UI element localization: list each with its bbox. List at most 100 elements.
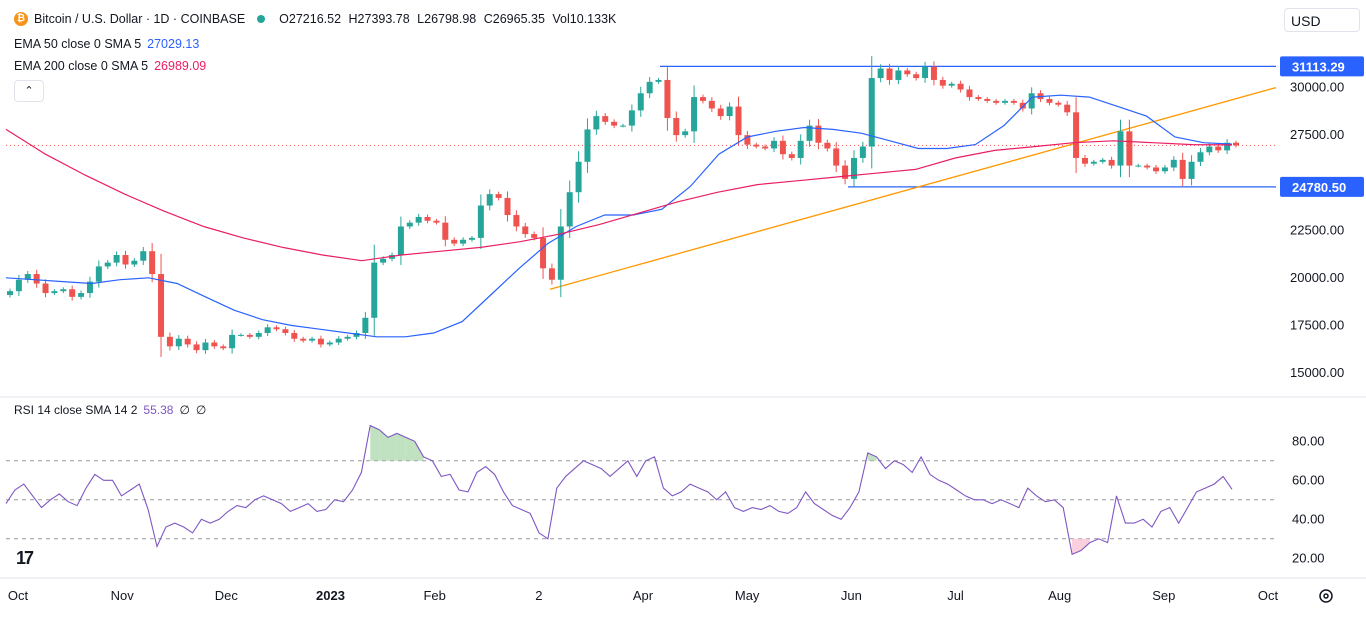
candle-body — [273, 327, 280, 330]
candle-body — [300, 338, 307, 341]
gear-icon[interactable] — [1316, 586, 1336, 606]
candle-body — [282, 329, 289, 334]
candle-body — [397, 226, 404, 256]
candle-body — [1206, 146, 1213, 153]
ema50-label: EMA 50 close 0 SMA 5 — [14, 37, 142, 51]
candle-body — [895, 70, 902, 80]
candle-body — [513, 215, 520, 227]
collapse-legend-button[interactable]: ⌃ — [14, 80, 44, 102]
open-value: O27216.52 — [279, 12, 342, 26]
candle-body — [362, 317, 369, 334]
rsi-legend[interactable]: RSI 14 close SMA 14 2 55.38 ∅ ∅ — [14, 403, 206, 417]
ema50-value: 27029.13 — [147, 37, 200, 51]
candle-body — [166, 336, 173, 347]
candle-body — [1170, 159, 1177, 168]
candle-body — [24, 274, 31, 280]
candle-body — [779, 140, 786, 155]
price-pane[interactable] — [5, 56, 1277, 358]
price-tick-label: 30000.00 — [1290, 80, 1344, 95]
price-tick-label: 22500.00 — [1290, 222, 1344, 237]
candle-body — [699, 97, 706, 101]
candle-body — [744, 135, 751, 145]
candle-body — [229, 334, 236, 349]
candle — [762, 144, 769, 151]
time-axis-label: Apr — [633, 588, 654, 603]
candle — [264, 324, 271, 337]
candle-body — [335, 338, 342, 343]
candle — [291, 329, 298, 342]
candle-body — [442, 222, 449, 240]
candle-body — [291, 333, 298, 339]
candle-body — [939, 79, 946, 86]
candle — [886, 63, 893, 85]
candle-body — [104, 262, 111, 267]
candle-body — [460, 239, 467, 244]
candle — [7, 288, 13, 298]
candle-body — [1224, 142, 1231, 151]
candle — [806, 119, 813, 147]
candle — [913, 71, 920, 81]
candle-body — [1188, 161, 1195, 179]
candle-body — [122, 255, 129, 265]
candle-body — [264, 327, 271, 334]
ema200-legend[interactable]: EMA 200 close 0 SMA 5 26989.09 — [14, 59, 206, 73]
chevron-up-icon: ⌃ — [24, 85, 34, 97]
candle-body — [628, 110, 635, 126]
time-axis-label: Jul — [947, 588, 964, 603]
candle-body — [966, 89, 973, 98]
candle-body — [637, 93, 644, 111]
candle — [868, 56, 875, 169]
candle-body — [726, 106, 733, 117]
chart-title[interactable]: Bitcoin / U.S. Dollar · 1D · COINBASE — [34, 12, 246, 26]
candle — [904, 67, 911, 77]
candle-body — [193, 344, 200, 351]
candle-body — [611, 121, 618, 126]
candle — [122, 250, 129, 269]
candle-body — [1117, 131, 1124, 166]
candle-body — [1135, 165, 1142, 167]
candle — [166, 332, 173, 351]
candle-body — [486, 194, 493, 206]
candle — [797, 134, 804, 165]
candle — [433, 218, 440, 225]
candle — [309, 336, 316, 343]
rsi-value: 55.38 — [143, 403, 174, 417]
candle — [726, 102, 733, 121]
candle-body — [984, 98, 991, 101]
candle-body — [833, 148, 840, 166]
price-tick-label: 27500.00 — [1290, 127, 1344, 142]
time-axis-label: Oct — [8, 588, 29, 603]
candle-body — [326, 342, 333, 345]
candle — [51, 289, 58, 296]
candle — [833, 141, 840, 173]
candle-body — [602, 116, 609, 122]
candle — [362, 311, 369, 339]
candle-body — [691, 97, 698, 132]
candle — [1117, 119, 1124, 178]
candle-body — [655, 79, 662, 82]
candle — [1081, 154, 1088, 167]
rsi-overbought-fill — [405, 437, 415, 461]
candle — [300, 336, 307, 343]
candle — [237, 333, 244, 337]
rsi-tick-label: 60.00 — [1292, 472, 1325, 487]
candle — [691, 85, 698, 143]
time-axis-label: Dec — [215, 588, 239, 603]
bitcoin-icon: ₿ — [14, 12, 28, 26]
candle — [922, 61, 929, 83]
ema50-legend[interactable]: EMA 50 close 0 SMA 5 27029.13 — [14, 37, 199, 51]
candle — [1064, 101, 1071, 116]
candle-body — [620, 125, 626, 127]
candle-body — [762, 146, 769, 149]
candle — [682, 128, 689, 138]
currency-select[interactable]: USD — [1284, 8, 1360, 32]
candle — [824, 139, 831, 152]
candle-body — [1161, 167, 1168, 172]
candle — [175, 335, 182, 350]
candle — [1002, 98, 1009, 105]
rsi-pane[interactable] — [5, 424, 1276, 556]
candle — [584, 118, 591, 173]
close-value: C26965.35 — [483, 12, 545, 26]
tradingview-logo[interactable]: 17 — [16, 548, 34, 568]
